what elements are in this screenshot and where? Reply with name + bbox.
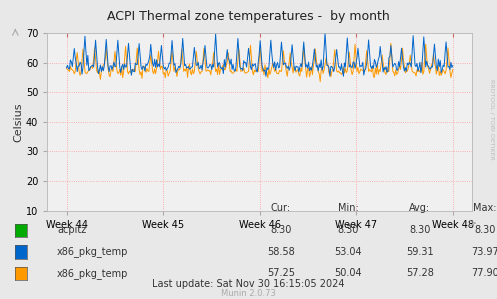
Text: 73.97: 73.97: [471, 247, 497, 257]
Text: 58.58: 58.58: [267, 247, 295, 257]
Text: 77.90: 77.90: [471, 269, 497, 278]
Text: 53.04: 53.04: [334, 247, 362, 257]
Text: ACPI Thermal zone temperatures -  by month: ACPI Thermal zone temperatures - by mont…: [107, 10, 390, 23]
Text: 59.31: 59.31: [406, 247, 434, 257]
Text: Munin 2.0.73: Munin 2.0.73: [221, 289, 276, 298]
Text: Last update: Sat Nov 30 16:15:05 2024: Last update: Sat Nov 30 16:15:05 2024: [152, 280, 345, 289]
Text: RRDTOOL / TOBI OETIKER: RRDTOOL / TOBI OETIKER: [490, 79, 495, 160]
Text: 50.04: 50.04: [334, 269, 362, 278]
Text: acpitz: acpitz: [57, 225, 86, 235]
Text: 57.28: 57.28: [406, 269, 434, 278]
Text: Avg:: Avg:: [410, 203, 430, 213]
Text: 8.30: 8.30: [474, 225, 496, 235]
Text: 57.25: 57.25: [267, 269, 295, 278]
Y-axis label: Celsius: Celsius: [13, 102, 23, 142]
Text: x86_pkg_temp: x86_pkg_temp: [57, 246, 129, 257]
Text: 8.30: 8.30: [409, 225, 431, 235]
Text: Min:: Min:: [337, 203, 358, 213]
Text: 8.30: 8.30: [337, 225, 359, 235]
Text: Cur:: Cur:: [271, 203, 291, 213]
Text: 8.30: 8.30: [270, 225, 292, 235]
Text: Max:: Max:: [473, 203, 497, 213]
Text: x86_pkg_temp: x86_pkg_temp: [57, 268, 129, 279]
